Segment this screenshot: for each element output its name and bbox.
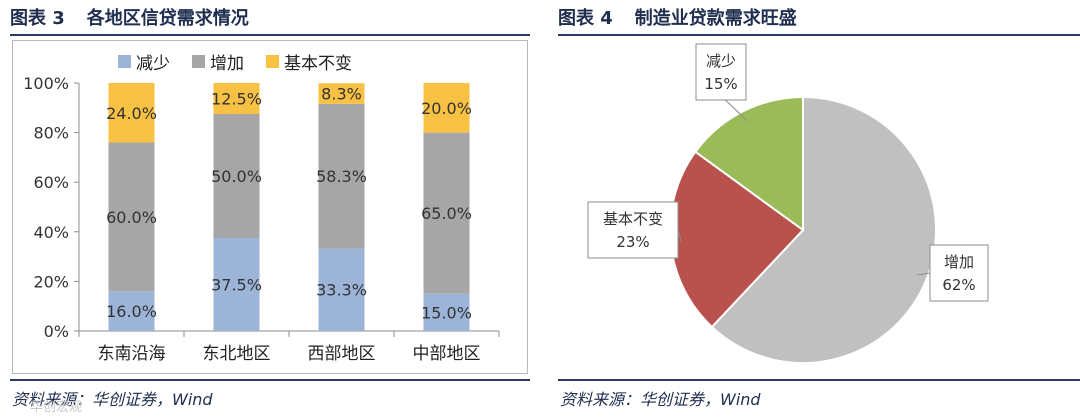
legend-item-decrease: 减少	[118, 49, 170, 74]
bar-segment	[213, 114, 260, 238]
legend-swatch-decrease	[118, 55, 131, 68]
figure-3-bottom-rule	[10, 379, 530, 381]
bar-segment	[423, 83, 470, 133]
y-tick-label: 80%	[33, 124, 69, 143]
figure-4-heading: 图表 4 制造业贷款需求旺盛	[558, 4, 1080, 32]
figure-3-panel: 图表 3 各地区信贷需求情况 减少 增加 基本不变 0% 20% 40% 60% 80% 1…	[0, 0, 530, 419]
pie-slice	[694, 95, 804, 232]
bar-data-label: 8.3%	[321, 85, 362, 104]
pie-label-box	[587, 201, 679, 259]
bar-segment	[318, 103, 365, 249]
figure-4-bottom-rule	[558, 379, 1080, 381]
bar-segment	[318, 83, 365, 104]
bar-data-label: 20.0%	[421, 99, 472, 118]
pie-slice-value: 15%	[704, 75, 737, 93]
figure-3-top-rule	[10, 34, 530, 36]
bar-data-label: 58.3%	[316, 167, 367, 186]
category-label: 西部地区	[308, 344, 376, 364]
figure-3-heading: 图表 3 各地区信贷需求情况	[10, 4, 530, 32]
y-tick-label: 60%	[33, 173, 69, 192]
pie-chart: 增加 62% 基本不变 23% 减少 15%	[587, 43, 989, 364]
bar-data-label: 24.0%	[106, 104, 157, 123]
bar-data-label: 16.0%	[106, 302, 157, 321]
pie-slice-label: 减少	[706, 52, 736, 70]
watermark-text: 华创宏观	[30, 400, 83, 415]
category-label: 东北地区	[203, 344, 271, 364]
legend-label-decrease: 减少	[136, 54, 170, 74]
figure-3-title: 各地区信贷需求情况	[86, 8, 249, 29]
bar-data-label: 50.0%	[211, 167, 262, 186]
pie-slice-label: 增加	[944, 253, 974, 271]
bar-segment	[213, 83, 260, 114]
figure-4-title: 制造业贷款需求旺盛	[634, 8, 797, 29]
legend-item-unchanged: 基本不变	[266, 49, 352, 74]
bar-data-label: 15.0%	[421, 303, 472, 322]
bar-data-label: 33.3%	[316, 281, 367, 300]
pie-slice-label: 基本不变	[603, 210, 663, 228]
pie-label-box	[929, 244, 989, 302]
pie-leader-line	[916, 272, 931, 276]
bar-segment	[423, 132, 470, 294]
legend-label-increase: 增加	[210, 54, 244, 74]
bar-segment	[108, 142, 155, 292]
bar-legend: 减少 增加 基本不变	[118, 49, 352, 74]
category-label: 中部地区	[413, 344, 481, 364]
pie-slice-value: 23%	[616, 233, 649, 251]
bar-segment	[423, 293, 470, 331]
pie-label-box	[695, 43, 747, 101]
figure-4-source: 资料来源：华创证券，Wind	[560, 390, 761, 409]
bar-data-label: 60.0%	[106, 208, 157, 227]
bar-data-label: 65.0%	[421, 204, 472, 223]
figure-3-number: 图表 3	[10, 8, 65, 29]
figure-4-top-rule	[558, 34, 1080, 36]
y-tick-label: 100%	[23, 74, 69, 93]
pie-slice-value: 62%	[942, 276, 975, 294]
y-tick-label: 0%	[44, 322, 69, 341]
category-label: 东南沿海	[98, 344, 166, 364]
bar-data-label: 12.5%	[211, 90, 262, 109]
bar-segment	[318, 248, 365, 331]
bar-segment	[213, 238, 260, 331]
figure-4-number: 图表 4	[558, 8, 613, 29]
legend-swatch-unchanged	[266, 55, 279, 68]
stacked-bar-chart: 减少 增加 基本不变 0% 20% 40% 60% 80% 100% 16.0% 60.0% 2…	[12, 40, 528, 374]
figure-4-panel: 图表 4 制造业贷款需求旺盛 增加 62% 基本不变 23% 减少 15% 资料来源：华创证…	[548, 0, 1080, 419]
pie-slice	[710, 95, 937, 364]
legend-swatch-increase	[192, 55, 205, 68]
bar-plot-area: 0% 20% 40% 60% 80% 100% 16.0% 60.0% 24.0% 东南沿海 37.…	[23, 74, 500, 364]
figure-3-source: 资料来源：华创证券，Wind	[12, 390, 213, 409]
y-tick-label: 20%	[33, 272, 69, 291]
legend-label-unchanged: 基本不变	[284, 54, 352, 74]
bar-segment	[108, 83, 155, 143]
pie-leader-line	[677, 229, 682, 242]
y-tick-label: 40%	[33, 223, 69, 242]
bar-data-label: 37.5%	[211, 276, 262, 295]
bar-segment	[108, 291, 155, 331]
legend-item-increase: 增加	[192, 49, 244, 74]
